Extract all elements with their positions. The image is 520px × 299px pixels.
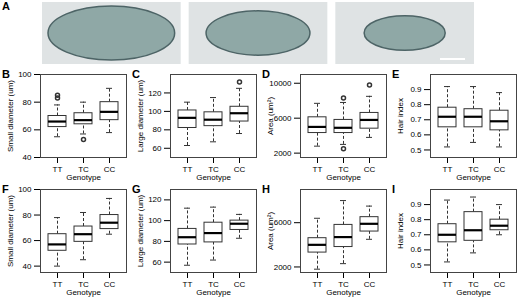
svg-text:TT: TT <box>53 165 63 174</box>
svg-text:CC: CC <box>234 165 246 174</box>
svg-text:Hair index: Hair index <box>396 213 405 249</box>
svg-text:TC: TC <box>338 280 349 290</box>
svg-text:100: 100 <box>18 185 32 194</box>
svg-text:40: 40 <box>23 262 32 271</box>
svg-text:Small diameter (um): Small diameter (um) <box>6 195 15 267</box>
svg-text:Genotype: Genotype <box>456 173 491 182</box>
svg-text:CC: CC <box>234 280 246 289</box>
svg-text:TT: TT <box>443 165 453 174</box>
svg-text:TT: TT <box>53 280 63 289</box>
svg-text:2000: 2000 <box>274 263 292 272</box>
svg-text:60: 60 <box>153 144 162 153</box>
svg-text:TC: TC <box>78 280 89 290</box>
svg-text:60: 60 <box>23 236 32 245</box>
svg-text:Area (um²): Area (um²) <box>266 97 275 136</box>
svg-text:2000: 2000 <box>274 149 292 158</box>
svg-text:6000: 6000 <box>274 114 292 123</box>
svg-text:Genotype: Genotype <box>66 288 101 297</box>
svg-text:TC: TC <box>78 165 89 175</box>
svg-text:0.6: 0.6 <box>410 245 422 254</box>
svg-text:80: 80 <box>153 237 162 246</box>
svg-text:TT: TT <box>443 280 453 289</box>
html-text:D: D <box>262 68 270 80</box>
html-text:F: F <box>2 183 9 195</box>
svg-text:CC: CC <box>364 165 376 174</box>
svg-text:0.9: 0.9 <box>410 85 422 94</box>
svg-text:0.8: 0.8 <box>410 100 422 109</box>
svg-text:0.8: 0.8 <box>410 215 422 224</box>
svg-text:Hair index: Hair index <box>396 98 405 134</box>
svg-text:60: 60 <box>23 125 32 134</box>
svg-text:CC: CC <box>104 280 116 289</box>
svg-text:100: 100 <box>148 107 162 116</box>
svg-text:100: 100 <box>148 216 162 225</box>
svg-text:TC: TC <box>468 280 479 290</box>
svg-text:Genotype: Genotype <box>196 173 231 182</box>
svg-text:100: 100 <box>18 70 32 79</box>
svg-text:TT: TT <box>183 280 193 289</box>
svg-text:TT: TT <box>183 165 193 174</box>
svg-text:6000: 6000 <box>274 218 292 227</box>
svg-text:0.5: 0.5 <box>410 261 422 270</box>
svg-text:80: 80 <box>23 98 32 107</box>
svg-text:Genotype: Genotype <box>66 173 101 182</box>
svg-text:Genotype: Genotype <box>196 288 231 297</box>
svg-text:Genotype: Genotype <box>326 173 361 182</box>
html-text:G: G <box>132 183 141 195</box>
svg-text:0.7: 0.7 <box>410 230 422 239</box>
html-text:C: C <box>132 68 140 80</box>
html-text:I: I <box>392 183 396 195</box>
svg-text:Small diameter (um): Small diameter (um) <box>6 80 15 152</box>
svg-text:80: 80 <box>153 125 162 134</box>
svg-text:10000: 10000 <box>269 79 292 88</box>
svg-text:TC: TC <box>208 165 219 175</box>
svg-text:TT: TT <box>313 165 323 174</box>
html-text:A: A <box>2 0 10 12</box>
html-text:B: B <box>2 68 10 80</box>
svg-text:TC: TC <box>468 165 479 175</box>
html-text:E: E <box>392 68 400 80</box>
svg-text:Genotype: Genotype <box>456 288 491 297</box>
svg-text:0.6: 0.6 <box>410 130 422 139</box>
svg-text:120: 120 <box>148 89 162 98</box>
svg-text:CC: CC <box>494 165 506 174</box>
svg-text:Genotype: Genotype <box>326 288 361 297</box>
svg-text:0.9: 0.9 <box>410 200 422 209</box>
svg-text:80: 80 <box>23 211 32 220</box>
svg-text:TC: TC <box>208 280 219 290</box>
svg-text:0.7: 0.7 <box>410 115 422 124</box>
svg-text:TC: TC <box>338 165 349 175</box>
svg-text:CC: CC <box>364 280 376 289</box>
svg-text:CC: CC <box>104 165 116 174</box>
svg-text:TT: TT <box>313 280 323 289</box>
svg-text:40: 40 <box>23 153 32 162</box>
svg-text:CC: CC <box>494 280 506 289</box>
svg-text:0.5: 0.5 <box>410 146 422 155</box>
svg-text:60: 60 <box>153 258 162 267</box>
html-text:H: H <box>262 183 270 195</box>
svg-text:Area (um²): Area (um²) <box>266 212 275 251</box>
svg-text:120: 120 <box>148 195 162 204</box>
svg-text:Large diameter (um): Large diameter (um) <box>136 79 145 152</box>
svg-text:Large diameter (um): Large diameter (um) <box>136 194 145 267</box>
